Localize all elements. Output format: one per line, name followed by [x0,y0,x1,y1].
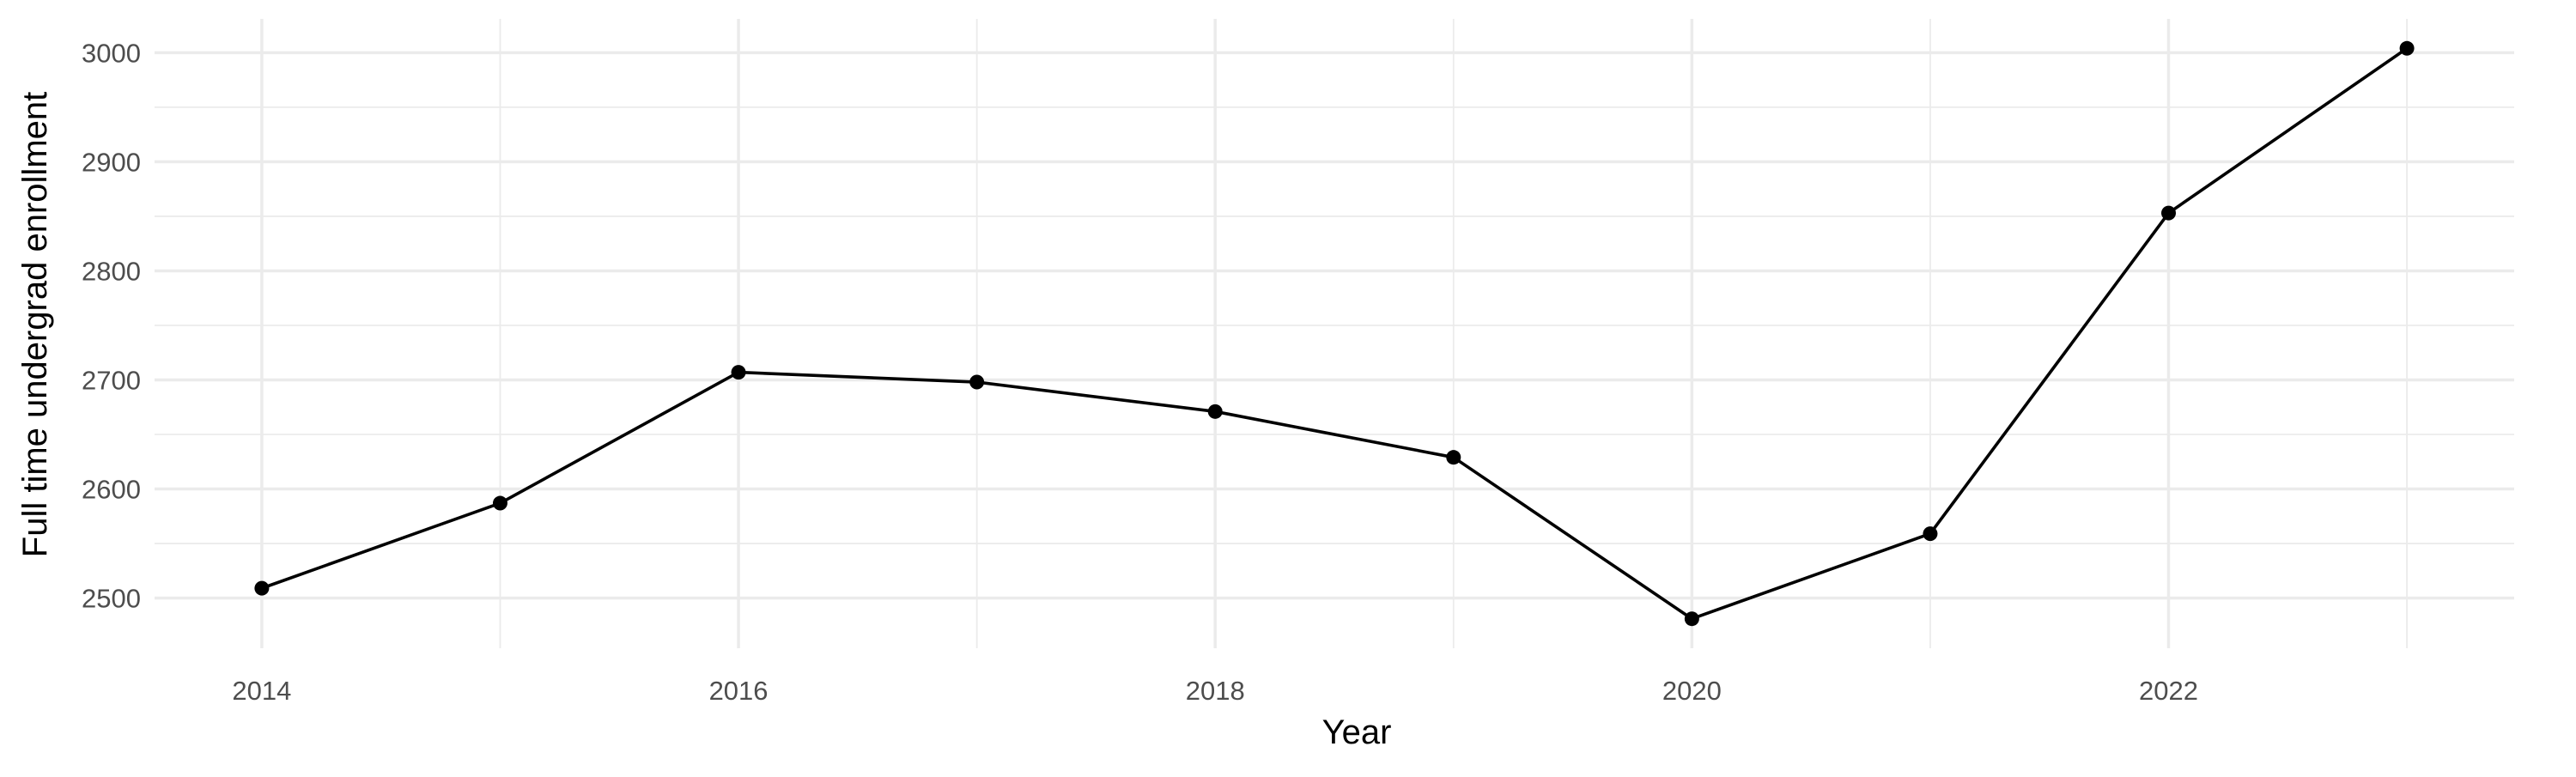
data-series [254,40,2415,627]
tick-labels: 2014 2016 2018 2020 2022 2500 2600 2700 2800 2900… [82,38,2198,706]
data-point [969,374,985,390]
data-point [731,365,746,380]
series-line [261,46,2409,621]
data-point [1923,526,1938,542]
data-point [492,495,507,511]
data-point [2399,40,2415,56]
x-tick-label: 2018 [1186,676,1245,706]
x-tick-label: 2014 [232,676,291,706]
x-axis-title: Year [1322,713,1392,751]
gridlines [155,19,2514,648]
y-axis-title: Full time undergrad enrollment [16,92,54,557]
y-tick-label: 3000 [82,38,141,68]
data-point [1446,450,1461,465]
y-tick-label: 2500 [82,584,141,614]
data-point [1684,611,1699,627]
x-tick-label: 2016 [709,676,769,706]
data-point [2161,205,2177,221]
y-tick-label: 2900 [82,147,141,177]
data-point [254,580,270,596]
x-tick-label: 2020 [1662,676,1722,706]
x-tick-label: 2022 [2139,676,2198,706]
y-tick-label: 2600 [82,475,141,505]
y-tick-label: 2800 [82,256,141,286]
data-point [1207,404,1223,419]
y-tick-label: 2700 [82,365,141,395]
